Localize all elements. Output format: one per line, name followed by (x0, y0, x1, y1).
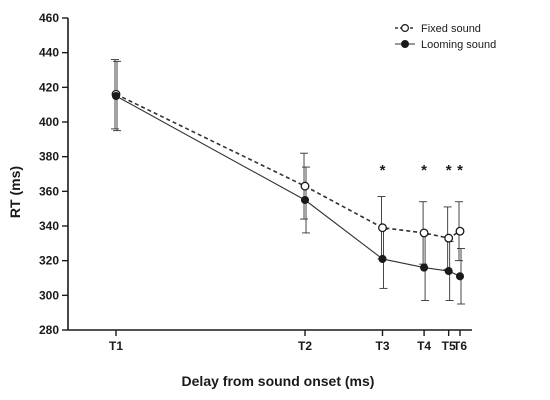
y-tick-label: 300 (39, 288, 59, 302)
y-axis-title: RT (ms) (7, 166, 23, 218)
data-point-looming (378, 254, 387, 263)
x-tick-label: T6 (453, 339, 467, 353)
data-point-looming (455, 272, 465, 281)
y-tick-label: 340 (39, 219, 59, 233)
data-point-looming (444, 267, 453, 276)
data-point-fixed (378, 223, 387, 233)
data-point-fixed (419, 228, 429, 238)
significance-star: * (380, 162, 386, 179)
legend-label: Looming sound (421, 39, 496, 51)
significance-star: * (421, 162, 427, 179)
x-tick-label: T1 (109, 339, 123, 353)
significance-star: * (446, 162, 452, 179)
data-point-looming (420, 263, 429, 272)
series-line-looming (115, 95, 461, 277)
y-tick-label: 280 (39, 323, 59, 337)
data-point-fixed (455, 226, 465, 236)
data-point-looming (111, 91, 121, 101)
x-axis-title: Delay from sound onset (ms) (182, 373, 375, 389)
y-tick-label: 360 (39, 184, 59, 198)
y-tick-label: 460 (39, 11, 59, 25)
y-tick-label: 380 (39, 150, 59, 164)
y-tick-label: 440 (39, 46, 59, 60)
y-tick-label: 400 (39, 115, 59, 129)
x-tick-label: T5 (442, 339, 456, 353)
legend-label: Fixed sound (421, 23, 481, 35)
data-point-fixed (300, 181, 310, 191)
x-tick-label: T3 (375, 339, 389, 353)
x-tick-label: T2 (298, 339, 312, 353)
series-line-fixed (115, 93, 461, 239)
data-point-looming (300, 195, 310, 205)
y-tick-label: 420 (39, 80, 59, 94)
y-tick-label: 320 (39, 254, 59, 268)
x-tick-label: T4 (417, 339, 431, 353)
legend-marker (401, 39, 410, 48)
data-point-fixed (444, 233, 454, 243)
legend-marker (401, 24, 410, 33)
significance-star: * (457, 162, 463, 179)
